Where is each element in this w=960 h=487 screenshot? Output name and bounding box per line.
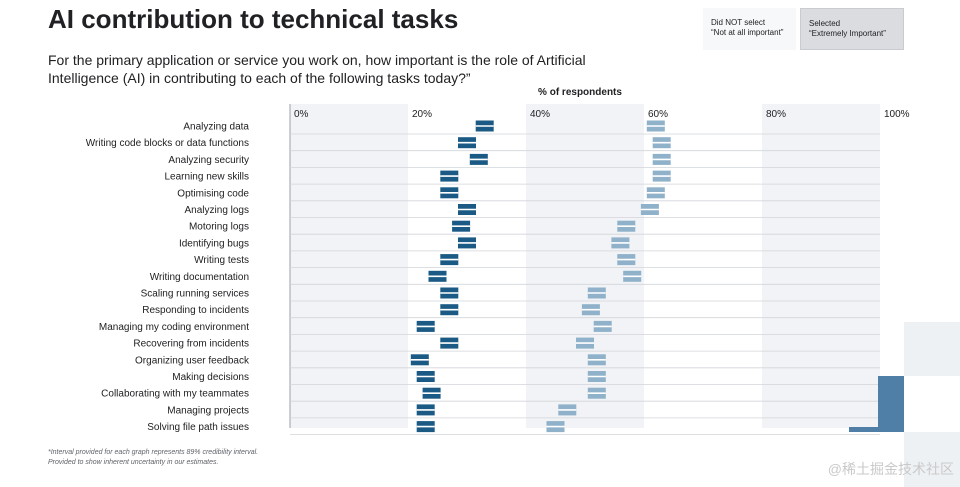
extremely-important-marker bbox=[469, 153, 488, 165]
legend-not-label-1: Did NOT select bbox=[711, 18, 766, 27]
category-label: Learning new skills bbox=[165, 172, 250, 183]
x-tick-label: 80% bbox=[766, 109, 786, 120]
category-label: Analyzing data bbox=[183, 122, 249, 133]
not-not-important-marker bbox=[587, 354, 606, 366]
x-tick-label: 0% bbox=[294, 109, 309, 120]
category-label: Scaling running services bbox=[141, 289, 249, 300]
extremely-important-marker bbox=[452, 220, 471, 232]
x-tick-label: 40% bbox=[530, 109, 550, 120]
extremely-important-marker bbox=[416, 421, 435, 433]
extremely-important-marker bbox=[416, 404, 435, 416]
chart-title: AI contribution to technical tasks bbox=[48, 4, 459, 34]
not-not-important-marker bbox=[593, 320, 612, 332]
chart-band bbox=[526, 104, 644, 428]
extremely-important-marker bbox=[428, 270, 447, 282]
category-label: Managing projects bbox=[167, 405, 249, 416]
x-tick-label: 20% bbox=[412, 109, 432, 120]
decorative-block bbox=[904, 322, 960, 376]
not-not-important-marker bbox=[617, 220, 636, 232]
not-not-important-marker bbox=[611, 237, 630, 249]
not-not-important-marker bbox=[646, 120, 665, 132]
category-label: Responding to incidents bbox=[142, 305, 249, 316]
category-label: Optimising code bbox=[177, 188, 249, 199]
extremely-important-marker bbox=[410, 354, 429, 366]
legend-not-at-all-important: Did NOT select “Not at all important” bbox=[703, 8, 796, 50]
extremely-important-marker bbox=[440, 170, 459, 182]
not-not-important-marker bbox=[576, 337, 594, 349]
extremely-important-marker bbox=[440, 254, 459, 266]
legend-not-label-2: “Not at all important” bbox=[711, 28, 784, 37]
not-not-important-marker bbox=[587, 371, 606, 382]
extremely-important-marker bbox=[440, 337, 459, 349]
category-label: Collaborating with my teammates bbox=[101, 389, 249, 400]
not-not-important-marker bbox=[652, 153, 671, 165]
extremely-important-marker bbox=[416, 320, 435, 332]
x-axis-title: % of respondents bbox=[538, 87, 622, 98]
category-label: Analyzing security bbox=[168, 155, 249, 166]
chart-bands bbox=[290, 104, 880, 428]
extremely-important-marker bbox=[416, 371, 435, 382]
chart-band bbox=[762, 104, 880, 428]
not-not-important-marker bbox=[587, 287, 606, 299]
chart-band bbox=[290, 104, 408, 428]
not-not-important-marker bbox=[640, 204, 659, 215]
not-not-important-marker bbox=[617, 254, 636, 266]
chart-marks bbox=[410, 120, 671, 433]
extremely-important-marker bbox=[440, 187, 459, 199]
decorative-block bbox=[878, 376, 904, 432]
extremely-important-marker bbox=[458, 237, 476, 249]
extremely-important-marker bbox=[422, 387, 441, 399]
category-label: Analyzing logs bbox=[185, 205, 249, 216]
not-not-important-marker bbox=[546, 421, 565, 433]
category-label: Managing my coding environment bbox=[99, 322, 249, 333]
extremely-important-marker bbox=[475, 120, 494, 132]
legend-sel-label-2: “Extremely Important” bbox=[809, 29, 886, 38]
not-not-important-marker bbox=[558, 404, 577, 416]
not-not-important-marker bbox=[587, 387, 606, 399]
legend-extremely-important: Selected “Extremely Important” bbox=[800, 8, 904, 50]
category-label: Identifying bugs bbox=[179, 238, 249, 249]
not-not-important-marker bbox=[652, 137, 671, 149]
extremely-important-marker bbox=[458, 137, 476, 149]
not-not-important-marker bbox=[646, 187, 665, 199]
chart-category-labels: Analyzing data Writing code blocks or dat… bbox=[86, 122, 880, 436]
category-label: Making decisions bbox=[172, 372, 249, 383]
footnote: *Interval provided for each graph repres… bbox=[48, 448, 258, 468]
category-label: Solving file path issues bbox=[147, 422, 249, 433]
category-label: Writing tests bbox=[194, 255, 249, 266]
decorative-block bbox=[849, 427, 878, 432]
category-label: Motoring logs bbox=[189, 222, 249, 233]
footnote-line-1: *Interval provided for each graph repres… bbox=[48, 449, 259, 456]
category-label: Recovering from incidents bbox=[133, 339, 249, 350]
not-not-important-marker bbox=[623, 270, 642, 282]
extremely-important-marker bbox=[440, 287, 459, 299]
extremely-important-marker bbox=[440, 304, 459, 316]
legend-sel-label-1: Selected bbox=[809, 19, 841, 28]
x-tick-label: 100% bbox=[884, 109, 910, 120]
not-not-important-marker bbox=[581, 304, 600, 316]
decorative-block bbox=[904, 432, 960, 487]
category-label: Organizing user feedback bbox=[135, 355, 250, 366]
category-label: Writing code blocks or data functions bbox=[86, 138, 249, 149]
extremely-important-marker bbox=[458, 204, 476, 215]
footnote-line-2: Provided to show inherent uncertainty in… bbox=[48, 459, 219, 466]
not-not-important-marker bbox=[652, 170, 671, 182]
chart-subtitle: For the primary application or service y… bbox=[48, 52, 586, 86]
category-label: Writing documentation bbox=[150, 272, 249, 283]
chart-axis: % of respondents 0% 20% 40% 60% 80% 100% bbox=[289, 87, 910, 428]
x-tick-label: 60% bbox=[648, 109, 668, 120]
watermark: @稀土掘金技术社区 bbox=[827, 461, 954, 477]
